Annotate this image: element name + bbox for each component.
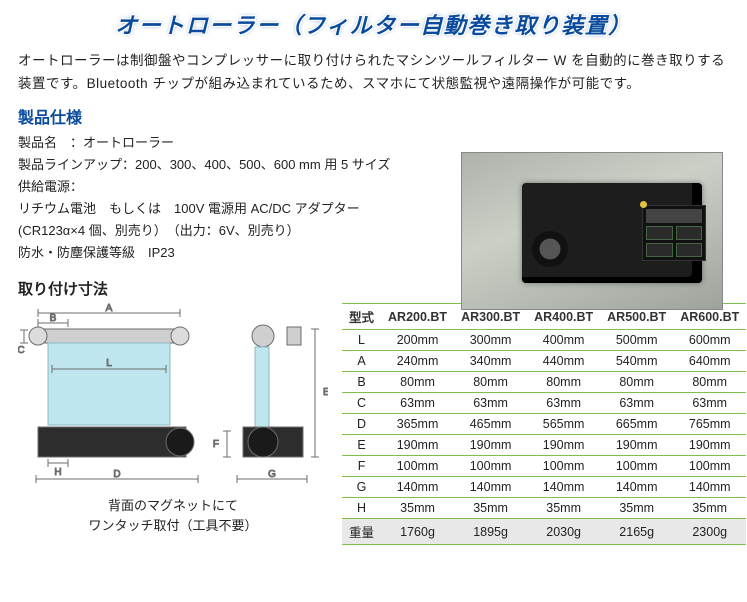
svg-text:E: E xyxy=(323,387,328,398)
row-label: C xyxy=(342,393,381,414)
spec-heading: 製品仕様 xyxy=(18,104,729,128)
product-photo xyxy=(461,152,723,310)
cell: 80mm xyxy=(454,372,527,393)
table-row: F100mm100mm100mm100mm100mm xyxy=(342,456,746,477)
cell: 100mm xyxy=(527,456,600,477)
cell: 2030g xyxy=(527,519,600,545)
cell: 63mm xyxy=(600,393,673,414)
cell: 190mm xyxy=(381,435,454,456)
cell: 190mm xyxy=(527,435,600,456)
svg-text:D: D xyxy=(113,469,120,480)
diagram-caption: ワンタッチ取付（工具不要） xyxy=(18,516,328,536)
cell: 35mm xyxy=(381,498,454,519)
mounting-diagram: A B C L H xyxy=(18,303,328,535)
table-row: L200mm300mm400mm500mm600mm xyxy=(342,330,746,351)
cell: 140mm xyxy=(527,477,600,498)
cell: 1895g xyxy=(454,519,527,545)
table-row: B80mm80mm80mm80mm80mm xyxy=(342,372,746,393)
model-header: AR200.BT xyxy=(381,304,454,330)
cell: 2165g xyxy=(600,519,673,545)
cell: 80mm xyxy=(527,372,600,393)
cell: 200mm xyxy=(381,330,454,351)
table-row: G140mm140mm140mm140mm140mm xyxy=(342,477,746,498)
cell: 80mm xyxy=(381,372,454,393)
row-label: L xyxy=(342,330,381,351)
cell: 540mm xyxy=(600,351,673,372)
row-label: E xyxy=(342,435,381,456)
cell: 140mm xyxy=(381,477,454,498)
table-row: E190mm190mm190mm190mm190mm xyxy=(342,435,746,456)
cell: 140mm xyxy=(600,477,673,498)
table-row: C63mm63mm63mm63mm63mm xyxy=(342,393,746,414)
diagram-caption: 背面のマグネットにて xyxy=(18,496,328,516)
svg-text:C: C xyxy=(18,345,25,356)
table-row: D365mm465mm565mm665mm765mm xyxy=(342,414,746,435)
cell: 240mm xyxy=(381,351,454,372)
cell: 100mm xyxy=(454,456,527,477)
cell: 63mm xyxy=(527,393,600,414)
cell: 440mm xyxy=(527,351,600,372)
cell: 100mm xyxy=(600,456,673,477)
svg-text:A: A xyxy=(106,303,113,314)
spec-line: 製品名 ：オートローラー xyxy=(18,132,729,154)
svg-text:L: L xyxy=(106,358,112,369)
page-title: オートローラー（フィルター自動巻き取り装置） xyxy=(18,8,729,40)
row-label: G xyxy=(342,477,381,498)
cell: 465mm xyxy=(454,414,527,435)
row-label: H xyxy=(342,498,381,519)
cell: 1760g xyxy=(381,519,454,545)
cell: 565mm xyxy=(527,414,600,435)
row-label: 重量 xyxy=(342,519,381,545)
cell: 100mm xyxy=(673,456,746,477)
cell: 600mm xyxy=(673,330,746,351)
intro-text: オートローラーは制御盤やコンプレッサーに取り付けられたマシンツールフィルター W… xyxy=(18,50,729,96)
svg-text:B: B xyxy=(50,313,57,324)
table-row-weight: 重量1760g1895g2030g2165g2300g xyxy=(342,519,746,545)
cell: 35mm xyxy=(454,498,527,519)
led-icon xyxy=(640,201,647,208)
cell: 190mm xyxy=(600,435,673,456)
cell: 190mm xyxy=(673,435,746,456)
cell: 500mm xyxy=(600,330,673,351)
cell: 400mm xyxy=(527,330,600,351)
cell: 300mm xyxy=(454,330,527,351)
dimension-table: 型式 AR200.BT AR300.BT AR400.BT AR500.BT A… xyxy=(342,303,746,545)
header-label: 型式 xyxy=(342,304,381,330)
row-label: B xyxy=(342,372,381,393)
device-keypad xyxy=(642,205,706,261)
cell: 63mm xyxy=(454,393,527,414)
row-label: A xyxy=(342,351,381,372)
cell: 640mm xyxy=(673,351,746,372)
cell: 140mm xyxy=(454,477,527,498)
cell: 35mm xyxy=(527,498,600,519)
cell: 140mm xyxy=(673,477,746,498)
cell: 63mm xyxy=(381,393,454,414)
cell: 2300g xyxy=(673,519,746,545)
row-label: D xyxy=(342,414,381,435)
cell: 80mm xyxy=(673,372,746,393)
svg-text:F: F xyxy=(213,439,219,450)
cell: 100mm xyxy=(381,456,454,477)
svg-text:G: G xyxy=(268,469,276,480)
table-row: H35mm35mm35mm35mm35mm xyxy=(342,498,746,519)
svg-text:H: H xyxy=(54,467,61,478)
cell: 35mm xyxy=(600,498,673,519)
row-label: F xyxy=(342,456,381,477)
cell: 365mm xyxy=(381,414,454,435)
cell: 340mm xyxy=(454,351,527,372)
cell: 63mm xyxy=(673,393,746,414)
table-row: A240mm340mm440mm540mm640mm xyxy=(342,351,746,372)
cell: 80mm xyxy=(600,372,673,393)
cell: 190mm xyxy=(454,435,527,456)
cell: 665mm xyxy=(600,414,673,435)
cell: 765mm xyxy=(673,414,746,435)
cell: 35mm xyxy=(673,498,746,519)
